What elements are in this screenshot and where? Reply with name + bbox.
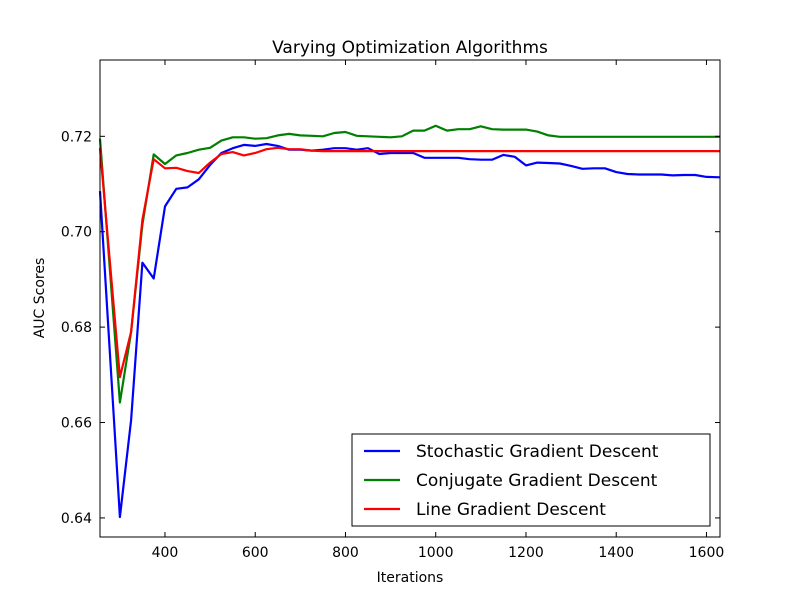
- x-tick-label: 1600: [689, 545, 725, 561]
- x-tick-label: 800: [332, 545, 359, 561]
- series-line-2: [98, 124, 720, 404]
- y-tick-label: 0.66: [61, 416, 92, 432]
- y-tick-label: 0.72: [61, 129, 92, 145]
- x-tick-label: 600: [242, 545, 269, 561]
- plot-lines: [98, 124, 721, 519]
- legend-box: [351, 433, 711, 527]
- legend-label-2: Conjugate Gradient Descent: [416, 471, 658, 491]
- legend-label-1: Stochastic Gradient Descent: [416, 442, 659, 462]
- legend-label-3: Line Gradient Descent: [416, 500, 606, 520]
- chart-title: Varying Optimization Algorithms: [272, 38, 548, 58]
- x-tick-label: 1200: [508, 545, 544, 561]
- x-axis: 400 600 800 1000 1200 1400 1600: [152, 60, 725, 561]
- x-tick-label: 1000: [418, 545, 454, 561]
- y-axis-label: AUC Scores: [32, 258, 48, 339]
- series-line-3: [98, 146, 720, 379]
- x-tick-label: 400: [152, 545, 179, 561]
- plot-frame: [99, 59, 721, 538]
- y-axis: 0.64 0.66 0.68 0.70 0.72: [61, 129, 720, 527]
- x-tick-label: 1400: [598, 545, 634, 561]
- legend: Stochastic Gradient Descent Conjugate Gra…: [351, 433, 711, 527]
- x-axis-label: Iterations: [377, 570, 444, 586]
- y-tick-label: 0.68: [61, 320, 92, 336]
- y-tick-label: 0.64: [61, 511, 92, 527]
- y-tick-label: 0.70: [61, 225, 92, 241]
- series-line-1: [98, 142, 721, 519]
